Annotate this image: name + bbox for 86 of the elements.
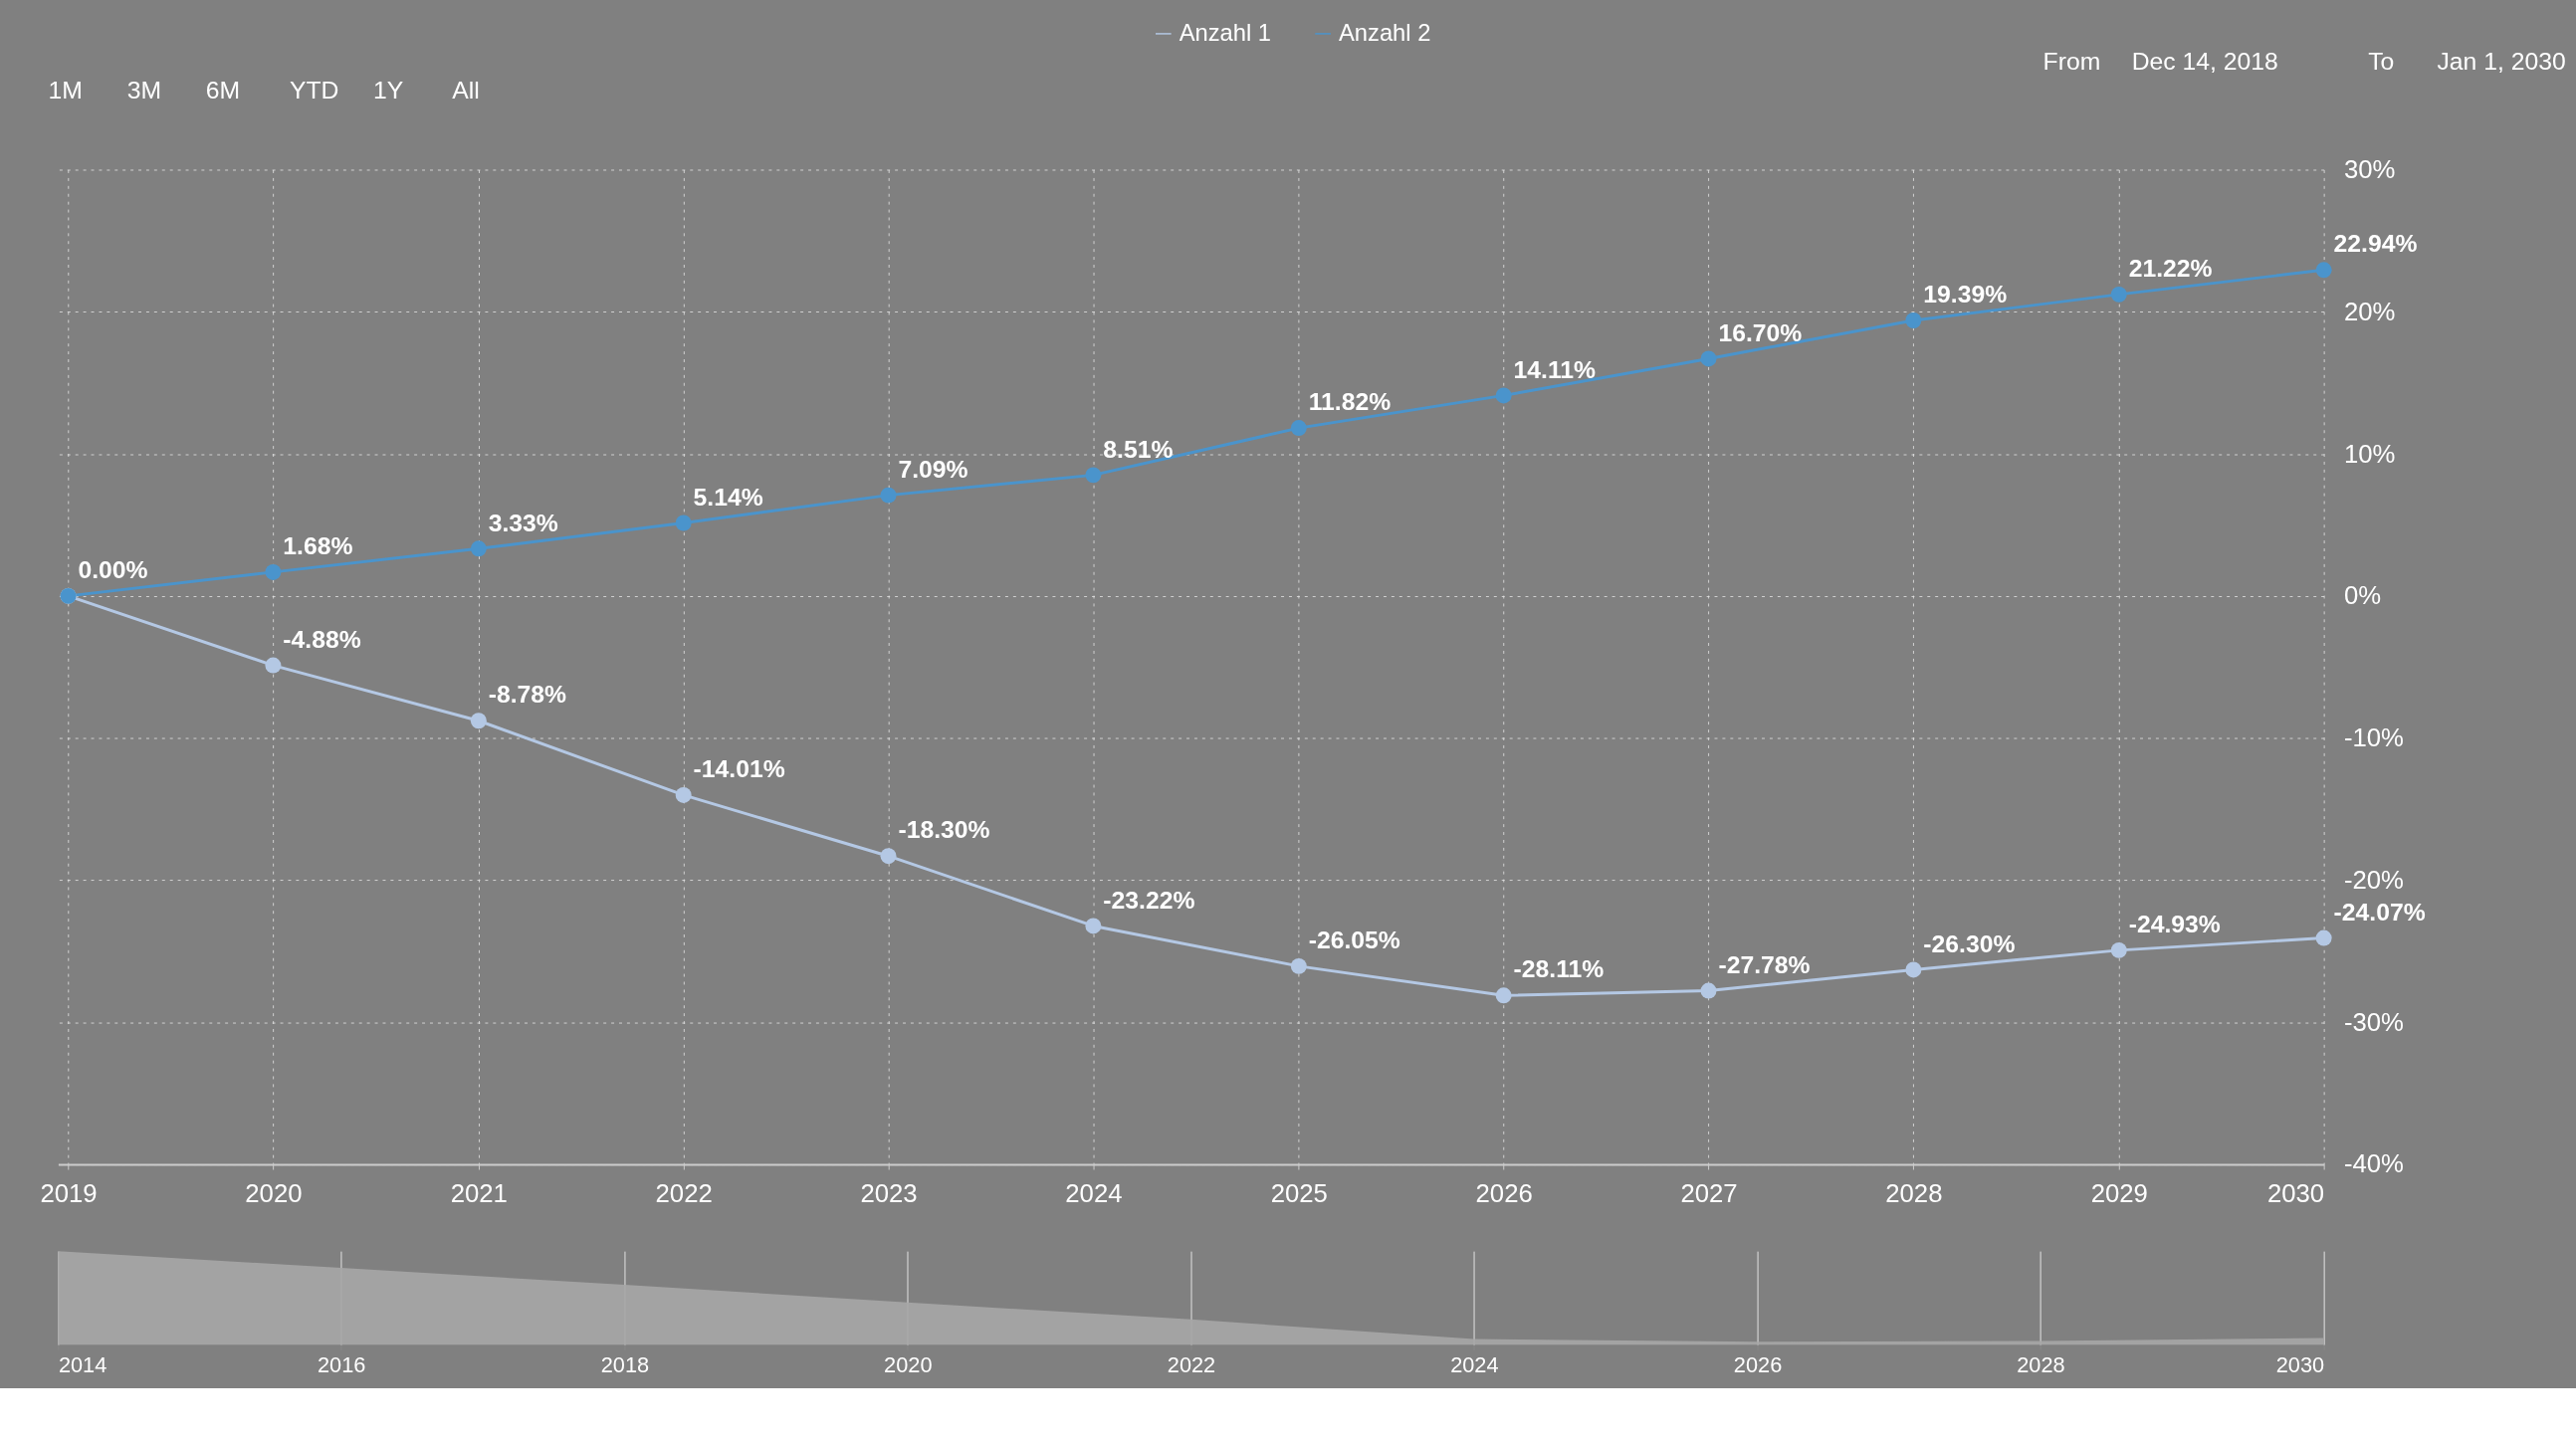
data-label: 3.33%	[488, 509, 558, 536]
data-label: 22.94%	[2333, 230, 2418, 258]
text: 3M	[126, 77, 162, 104]
x-tick-label: 2020	[884, 1352, 933, 1378]
point	[1700, 982, 1717, 999]
point	[1290, 420, 1307, 437]
x-tick-label: 2023	[860, 1179, 918, 1208]
point	[1290, 957, 1307, 974]
text: 1M	[48, 77, 83, 104]
point	[2315, 262, 2332, 279]
data-label: -18.30%	[898, 816, 990, 844]
data-label: 11.82%	[1308, 388, 1392, 416]
text: Jan 1, 2030	[2437, 47, 2566, 75]
point	[2315, 929, 2332, 946]
data-label: -26.05%	[1308, 926, 1400, 954]
x-tick-label: 2020	[245, 1179, 303, 1208]
data-label: 0.00%	[78, 556, 148, 584]
text: To	[2368, 47, 2395, 75]
point	[1085, 467, 1102, 484]
data-label: 14.11%	[1513, 355, 1597, 383]
point	[1495, 387, 1512, 404]
text: From	[2042, 47, 2101, 75]
x-tick-label: 2024	[1450, 1352, 1499, 1378]
point	[470, 540, 487, 557]
point	[675, 515, 692, 531]
point	[880, 487, 897, 504]
x-tick-label: 2030	[2275, 1352, 2325, 1378]
data-label: 1.68%	[283, 532, 353, 560]
data-label: -24.93%	[2128, 911, 2221, 938]
text: All	[452, 77, 480, 104]
point	[1700, 350, 1717, 367]
x-tick-label: 2030	[2266, 1179, 2325, 1208]
data-label: -8.78%	[488, 681, 567, 709]
text: Dec 14, 2018	[2131, 47, 2278, 75]
data-label: 7.09%	[898, 455, 968, 483]
point	[1905, 312, 1922, 328]
y-tick-label: -20%	[2343, 865, 2404, 894]
y-tick-label: 30%	[2343, 154, 2396, 183]
point	[2110, 941, 2127, 958]
y-tick-label: 20%	[2343, 297, 2396, 325]
y-tick-label: -10%	[2343, 723, 2404, 752]
data-label: -24.07%	[2333, 898, 2426, 926]
x-tick-label: 2028	[1885, 1179, 1943, 1208]
data-label: -27.78%	[1718, 950, 1811, 978]
text: 6M	[205, 77, 241, 104]
point	[265, 657, 282, 674]
data-label: 5.14%	[693, 483, 763, 511]
x-tick-label: 2022	[1167, 1352, 1216, 1378]
y-tick-label: 10%	[2343, 439, 2396, 468]
point	[1085, 918, 1102, 934]
x-tick-label: 2027	[1680, 1179, 1738, 1208]
x-tick-label: 2019	[40, 1179, 98, 1208]
data-label: -28.11%	[1513, 955, 1605, 983]
data-label: 21.22%	[2128, 255, 2213, 283]
point	[265, 563, 282, 580]
x-tick-label: 2024	[1065, 1179, 1123, 1208]
point	[880, 848, 897, 865]
point	[470, 713, 487, 729]
data-label: -23.22%	[1103, 886, 1195, 914]
point	[1905, 961, 1922, 978]
x-tick-label: 2022	[655, 1179, 713, 1208]
data-label: 19.39%	[1923, 281, 2008, 309]
legend-label: Anzahl 2	[1338, 18, 1431, 46]
data-label: -4.88%	[283, 625, 361, 653]
data-label: 8.51%	[1103, 435, 1174, 463]
text: 1Y	[373, 77, 404, 104]
point	[1495, 987, 1512, 1004]
x-tick-label: 2016	[318, 1352, 366, 1378]
data-label: -26.30%	[1923, 929, 2016, 957]
data-label: 16.70%	[1718, 318, 1803, 346]
x-tick-label: 2018	[600, 1352, 650, 1378]
y-tick-label: 0%	[2343, 581, 2382, 610]
x-tick-label: 2025	[1270, 1179, 1328, 1208]
data-label: -14.01%	[693, 755, 785, 783]
text: YTD	[289, 77, 339, 104]
x-tick-label: 2026	[1733, 1352, 1783, 1378]
point	[675, 786, 692, 803]
legend-label: Anzahl 1	[1179, 18, 1272, 46]
x-tick-label: 2026	[1475, 1179, 1533, 1208]
point	[2110, 286, 2127, 303]
y-tick-label: -30%	[2343, 1007, 2404, 1036]
x-tick-label: 2014	[58, 1352, 107, 1378]
x-tick-label: 2029	[2090, 1179, 2148, 1208]
x-tick-label: 2028	[2017, 1352, 2065, 1378]
x-tick-label: 2021	[450, 1179, 508, 1208]
y-tick-label: -40%	[2343, 1149, 2404, 1178]
